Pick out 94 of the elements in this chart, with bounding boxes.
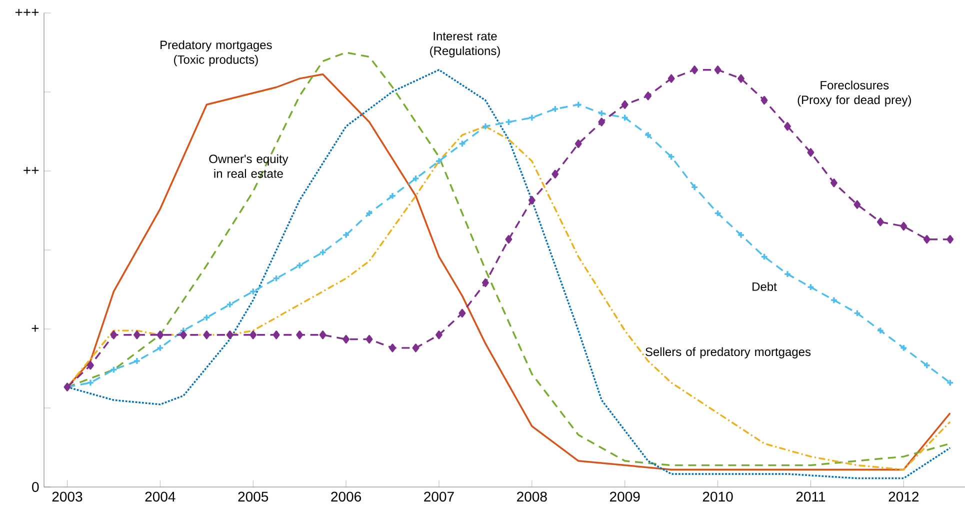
point bbox=[806, 283, 815, 291]
point bbox=[784, 270, 792, 278]
point bbox=[272, 274, 280, 282]
point bbox=[482, 278, 489, 288]
point bbox=[458, 140, 466, 148]
point bbox=[760, 252, 768, 261]
point bbox=[250, 330, 257, 340]
point bbox=[528, 114, 536, 122]
series-label: Foreclosures (Proxy for dead prey) bbox=[798, 80, 911, 106]
point bbox=[319, 248, 327, 256]
point bbox=[574, 139, 582, 148]
point bbox=[458, 308, 466, 318]
text: 0 bbox=[32, 482, 39, 492]
point bbox=[504, 118, 512, 126]
point bbox=[737, 231, 745, 239]
point bbox=[272, 330, 280, 340]
point bbox=[412, 174, 420, 182]
series-label: Sellers of predatory mortgages bbox=[646, 347, 811, 358]
point bbox=[87, 360, 94, 370]
point bbox=[853, 309, 861, 317]
x-tick-label: 2008 bbox=[517, 492, 547, 502]
point bbox=[156, 330, 164, 340]
point bbox=[412, 344, 420, 352]
point bbox=[621, 114, 629, 122]
point bbox=[296, 330, 304, 340]
point bbox=[830, 178, 838, 188]
text: ++ bbox=[24, 166, 39, 174]
point bbox=[505, 234, 512, 244]
x-tick-label: 2004 bbox=[145, 492, 176, 502]
point bbox=[854, 200, 861, 209]
point bbox=[551, 105, 559, 113]
x-tick-label: 2012 bbox=[888, 492, 918, 502]
text: +++ bbox=[15, 8, 39, 16]
point bbox=[110, 330, 118, 340]
point bbox=[156, 344, 164, 352]
x-tick-label: 2005 bbox=[238, 492, 268, 502]
point bbox=[342, 231, 350, 239]
point bbox=[923, 362, 931, 370]
point bbox=[528, 196, 536, 205]
point bbox=[319, 330, 326, 340]
point bbox=[365, 209, 374, 218]
point bbox=[389, 344, 396, 352]
point bbox=[644, 131, 652, 139]
x-tick-label: 2009 bbox=[610, 492, 640, 502]
point bbox=[388, 192, 396, 200]
x-tick-label: 2011 bbox=[796, 492, 826, 502]
point bbox=[552, 170, 559, 178]
point bbox=[784, 122, 791, 131]
x-tick-label: 2007 bbox=[424, 492, 454, 502]
point bbox=[946, 234, 954, 244]
point bbox=[598, 110, 606, 118]
point bbox=[668, 152, 676, 161]
point bbox=[366, 334, 373, 344]
point bbox=[574, 100, 582, 108]
point bbox=[830, 296, 838, 304]
point bbox=[900, 344, 908, 352]
x-tick-label: 2010 bbox=[702, 492, 733, 502]
point bbox=[876, 326, 884, 334]
series-label: Interest rate (Regulations) bbox=[430, 32, 500, 58]
point bbox=[738, 74, 744, 83]
point bbox=[342, 334, 350, 344]
point bbox=[435, 157, 443, 165]
point bbox=[714, 66, 722, 74]
x-tick-label: 2006 bbox=[331, 492, 361, 502]
point bbox=[598, 118, 606, 126]
point bbox=[644, 92, 652, 100]
x-tick-label: 2003 bbox=[52, 492, 82, 502]
point bbox=[714, 209, 722, 218]
point bbox=[133, 357, 141, 365]
point bbox=[249, 288, 257, 296]
point bbox=[946, 378, 954, 387]
point bbox=[900, 222, 908, 231]
point bbox=[226, 330, 234, 340]
point bbox=[180, 330, 187, 340]
point bbox=[807, 148, 814, 157]
point bbox=[202, 314, 210, 322]
series-label: Debt bbox=[752, 282, 777, 291]
point bbox=[436, 330, 442, 340]
point bbox=[133, 330, 140, 340]
text: + bbox=[32, 324, 39, 332]
point bbox=[203, 330, 210, 340]
point bbox=[110, 366, 118, 374]
point bbox=[226, 300, 234, 308]
point bbox=[296, 262, 304, 270]
point bbox=[760, 96, 768, 105]
point bbox=[876, 218, 884, 226]
point bbox=[621, 100, 628, 109]
point bbox=[668, 74, 675, 83]
point bbox=[482, 122, 490, 130]
point bbox=[691, 66, 698, 74]
series-label: Predatory mortgages (Toxic products) bbox=[160, 40, 272, 66]
point bbox=[923, 234, 930, 244]
point bbox=[86, 378, 94, 387]
point bbox=[690, 183, 698, 191]
